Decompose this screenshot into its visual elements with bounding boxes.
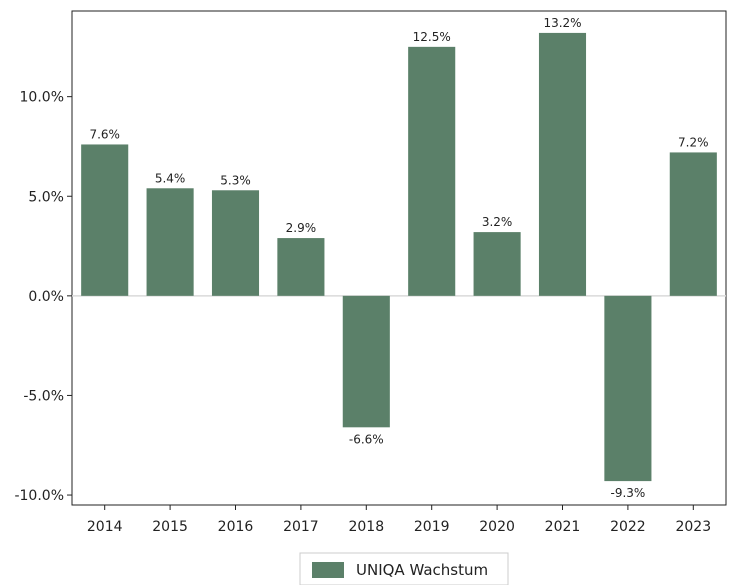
- bar[interactable]: [669, 152, 717, 296]
- x-tick-label: 2022: [610, 519, 646, 535]
- x-tick-label: 2023: [675, 519, 711, 535]
- legend-label: UNIQA Wachstum: [356, 561, 488, 579]
- data-label: 7.2%: [678, 135, 709, 149]
- x-tick-label: 2018: [348, 519, 384, 535]
- bar[interactable]: [604, 295, 652, 482]
- x-tick-label: 2019: [414, 519, 450, 535]
- data-label: -9.3%: [610, 486, 645, 500]
- bar[interactable]: [81, 144, 129, 296]
- data-label: -6.6%: [349, 432, 384, 446]
- x-tick-label: 2020: [479, 519, 515, 535]
- data-label: 5.3%: [220, 173, 251, 187]
- bar[interactable]: [473, 232, 521, 296]
- data-label: 5.4%: [155, 171, 186, 185]
- legend-swatch: [312, 562, 344, 578]
- y-tick-label: 10.0%: [20, 90, 64, 106]
- plot-area-frame: [71, 10, 727, 506]
- data-label: 7.6%: [89, 127, 120, 141]
- x-tick-label: 2015: [152, 519, 188, 535]
- bar[interactable]: [342, 295, 390, 428]
- legend[interactable]: UNIQA Wachstum: [299, 552, 509, 585]
- x-tick-label: 2014: [87, 519, 123, 535]
- y-tick-label: -10.0%: [14, 488, 64, 504]
- bar[interactable]: [408, 46, 456, 296]
- bar[interactable]: [211, 190, 260, 296]
- bar[interactable]: [277, 238, 325, 296]
- y-tick-label: 0.0%: [28, 289, 64, 305]
- data-label: 13.2%: [543, 16, 581, 30]
- x-tick-label: 2016: [218, 519, 254, 535]
- bar[interactable]: [538, 32, 587, 296]
- bar[interactable]: [146, 188, 194, 296]
- data-label: 3.2%: [482, 215, 513, 229]
- data-label: 2.9%: [286, 221, 317, 235]
- y-tick-label: -5.0%: [23, 388, 64, 404]
- x-tick-label: 2021: [545, 519, 581, 535]
- x-tick-label: 2017: [283, 519, 319, 535]
- data-label: 12.5%: [413, 30, 451, 44]
- y-tick-label: 5.0%: [28, 189, 64, 205]
